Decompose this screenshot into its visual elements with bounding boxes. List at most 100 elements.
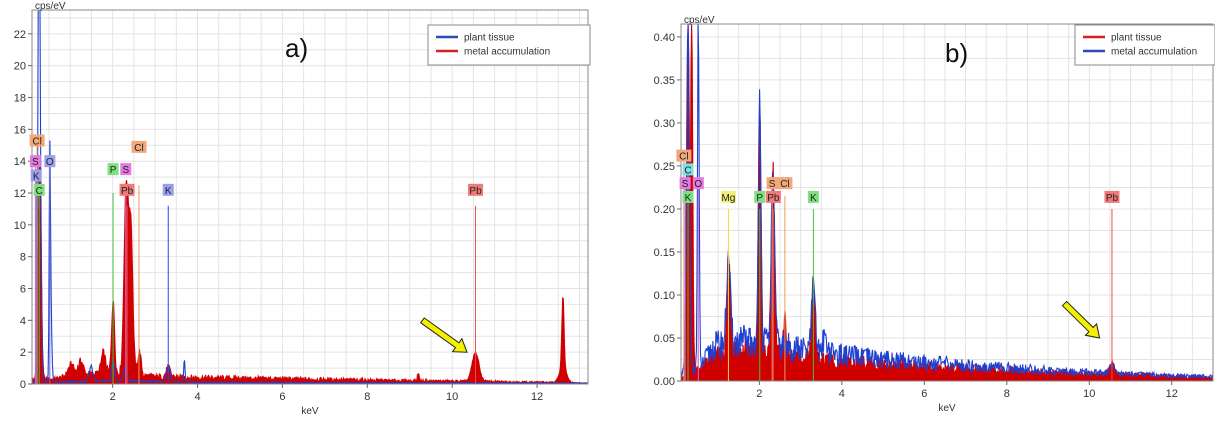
- legend-label: metal accumulation: [464, 47, 550, 58]
- element-label-S: S: [769, 179, 776, 190]
- y-tick-label: 0.20: [654, 204, 675, 216]
- element-tag-C: [682, 163, 694, 176]
- y-tick-label: 0.35: [654, 75, 675, 87]
- y-tick-label: 14: [14, 156, 26, 168]
- x-tick-label: 6: [279, 391, 285, 403]
- y-tick-label: 0: [20, 379, 26, 391]
- element-tag-Cl: [676, 149, 692, 162]
- element-tag-S: [29, 155, 41, 168]
- y-tick-label: 20: [14, 61, 26, 73]
- element-label-Pb: Pb: [121, 186, 134, 197]
- y-tick-label: 0.15: [654, 247, 675, 259]
- plot-frame: [680, 23, 1214, 382]
- element-tag-S: [679, 177, 691, 190]
- element-tag-S: [120, 163, 132, 176]
- element-tag-O: [44, 155, 56, 168]
- x-tick-label: 10: [446, 391, 458, 403]
- x-tick-label: 4: [194, 391, 200, 403]
- y-tick-label: 0.40: [654, 32, 675, 44]
- y-tick-label: 8: [20, 252, 26, 264]
- y-tick-label: 2: [20, 347, 26, 359]
- element-label-K: K: [810, 193, 817, 204]
- x-tick-label: 8: [1004, 388, 1010, 400]
- spectrum-chart-b: 2 4 6 8 10 12 0.00 0.05 0.10 0.15 0.20 0.25 0.30 0.35…: [654, 15, 1215, 414]
- x-tick-label: 6: [921, 388, 927, 400]
- pointer-arrow: [420, 317, 468, 353]
- element-tag-Pb: [1104, 190, 1120, 203]
- element-label-C: C: [684, 165, 691, 176]
- y-tick-label: 16: [14, 124, 26, 136]
- panel-label: a): [285, 33, 308, 63]
- x-tick-label: 12: [1166, 388, 1178, 400]
- y-tick-label: 0.10: [654, 290, 675, 302]
- element-label-K: K: [165, 186, 172, 197]
- element-tag-Pb: [765, 190, 781, 203]
- element-label-S: S: [122, 165, 129, 176]
- x-tick-label: 2: [110, 391, 116, 403]
- element-tag-C: [33, 183, 45, 196]
- element-tag-Mg: [720, 190, 736, 203]
- element-tag-Pb: [119, 183, 135, 196]
- element-label-Mg: Mg: [721, 193, 735, 204]
- legend-box: [1074, 24, 1215, 66]
- element-label-Cl: Cl: [780, 179, 789, 190]
- element-tag-K: [162, 183, 174, 196]
- element-label-Pb: Pb: [1106, 193, 1119, 204]
- x-axis-label: keV: [301, 406, 319, 417]
- element-label-S: S: [682, 179, 689, 190]
- x-axis-label: keV: [938, 403, 956, 414]
- element-label-K: K: [33, 172, 40, 183]
- series-line-metal-accumulation: [31, 158, 589, 385]
- element-tag-K: [807, 190, 819, 203]
- panel-label: b): [945, 38, 968, 68]
- element-label-P: P: [756, 193, 763, 204]
- legend-label: plant tissue: [1111, 33, 1162, 44]
- element-tag-K: [682, 190, 694, 203]
- element-tag-Pb: [468, 183, 484, 196]
- element-tag-S: [766, 177, 778, 190]
- series-line-metal-accumulation: [680, 23, 1214, 380]
- y-tick-label: 22: [14, 29, 26, 41]
- element-tag-Cl: [777, 177, 793, 190]
- grid: [32, 10, 588, 385]
- y-tick-label: 0.25: [654, 161, 675, 173]
- element-label-Cl: Cl: [32, 137, 41, 148]
- pointer-arrow: [1061, 300, 1101, 339]
- x-tick-label: 4: [839, 388, 845, 400]
- spectrum-panel-b: 2 4 6 8 10 12 0.00 0.05 0.10 0.15 0.20 0.25 0.30 0.35…: [615, 0, 1215, 421]
- x-tick-label: 10: [1083, 388, 1095, 400]
- x-tick-label: 12: [531, 391, 543, 403]
- y-tick-label: 18: [14, 93, 26, 105]
- y-axis-label: cps/eV: [684, 15, 715, 26]
- element-label-C: C: [36, 186, 43, 197]
- element-tag-P: [754, 190, 766, 203]
- element-label-P: P: [110, 165, 117, 176]
- element-label-K: K: [685, 193, 692, 204]
- element-label-O: O: [46, 157, 54, 168]
- y-tick-label: 0.00: [654, 376, 675, 388]
- y-tick-label: 4: [20, 315, 26, 327]
- element-tag-Cl: [131, 140, 147, 153]
- element-tag-Cl: [29, 134, 45, 147]
- legend-box: [427, 24, 591, 66]
- element-label-O: O: [694, 179, 702, 190]
- y-axis-label: cps/eV: [35, 1, 66, 12]
- element-tag-P: [107, 163, 119, 176]
- x-tick-label: 8: [364, 391, 370, 403]
- element-label-Pb: Pb: [469, 186, 482, 197]
- element-label-S: S: [32, 157, 39, 168]
- plot-frame: [31, 9, 589, 385]
- legend: plant tissue metal accumulation: [1074, 24, 1215, 66]
- y-tick-label: 0.05: [654, 333, 675, 345]
- y-tick-label: 12: [14, 188, 26, 200]
- element-tag-O: [692, 177, 704, 190]
- legend-label: metal accumulation: [1111, 47, 1197, 58]
- element-label-Cl: Cl: [679, 152, 688, 163]
- spectrum-panel-a: 2 4 6 8 10 12 0 2 4 6 8 10 12 14 16 18 20 22 cps/eV keV Cl S O…: [0, 0, 600, 421]
- element-tag-K: [30, 169, 42, 182]
- y-tick-label: 10: [14, 220, 26, 232]
- legend-label: plant tissue: [464, 33, 515, 44]
